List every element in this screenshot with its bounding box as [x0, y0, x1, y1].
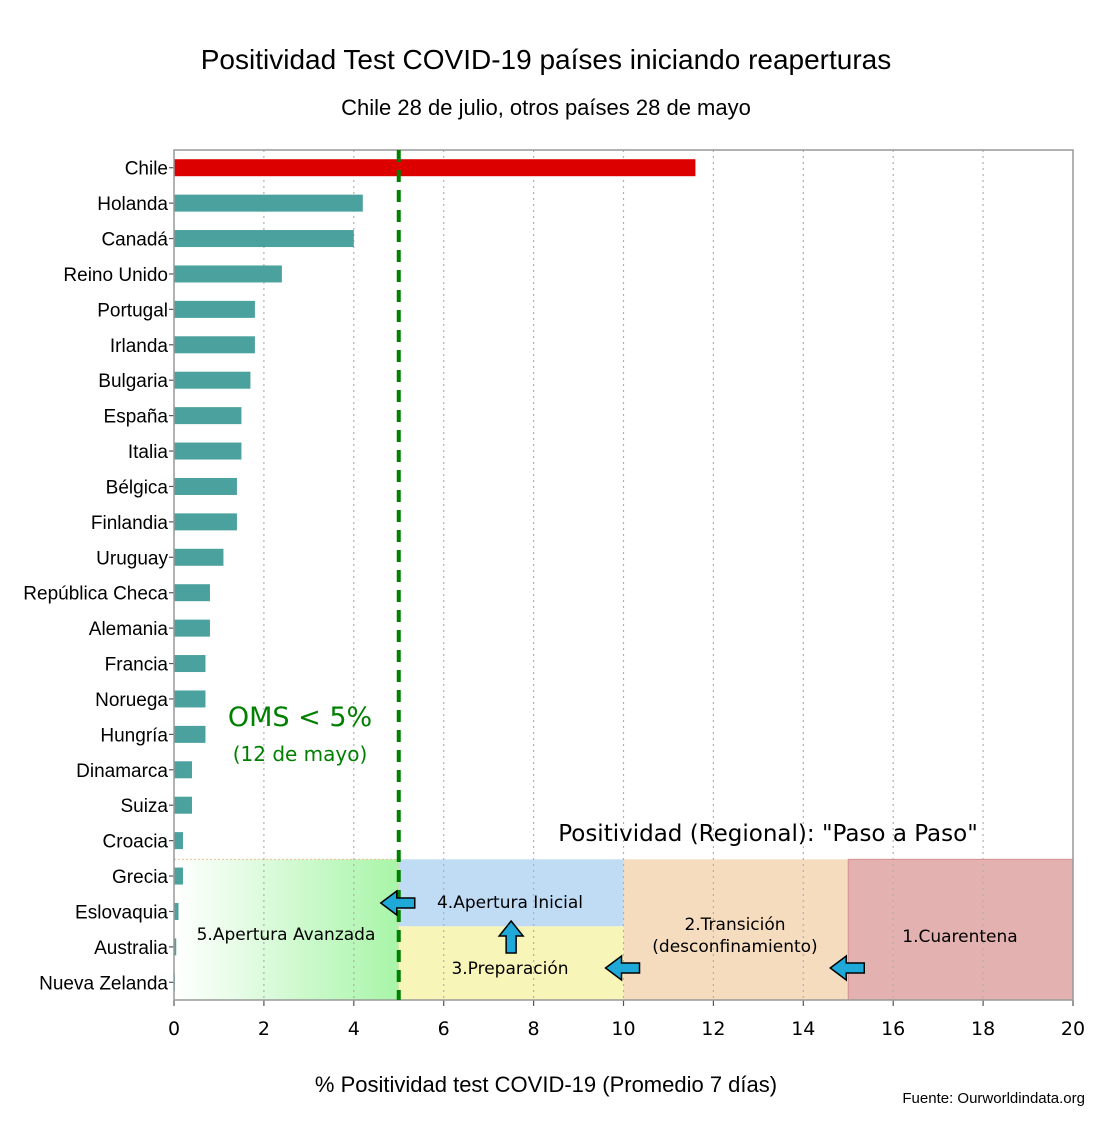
bar: [174, 832, 183, 850]
bar: [174, 902, 179, 920]
bar: [174, 194, 363, 212]
bar: [174, 159, 696, 177]
category-labels: Chile Holanda Canadá Reino Unido Portugal Irl…: [23, 159, 174, 994]
x-tick-label: 2: [258, 1018, 270, 1040]
phase-1-label: 1.Cuarentena: [902, 927, 1017, 947]
phase-3-label: 3.Preparación: [451, 959, 568, 979]
category-label: Eslovaquia: [75, 902, 168, 923]
phase-4-region: [398, 859, 624, 927]
category-label: Francia: [105, 655, 169, 676]
arrow-up-icon: [497, 919, 525, 954]
category-label: República Checa: [23, 584, 168, 605]
chart-title: Positividad Test COVID-19 países inician…: [201, 44, 892, 75]
x-tick-label: 4: [348, 1018, 360, 1040]
category-label: Finlandia: [91, 513, 169, 534]
x-axis-label: % Positividad test COVID-19 (Promedio 7 …: [315, 1072, 777, 1097]
category-label: Holanda: [97, 194, 168, 215]
bar: [174, 442, 242, 460]
category-label: Reino Unido: [63, 265, 168, 286]
category-label: Chile: [125, 159, 168, 180]
category-label: Italia: [128, 442, 169, 463]
bar: [174, 655, 206, 673]
bar: [174, 796, 192, 814]
x-tick-label: 8: [528, 1018, 540, 1040]
source-note: Fuente: Ourworldindata.org: [902, 1090, 1085, 1107]
bar: [174, 336, 255, 354]
category-label: Hungría: [100, 725, 168, 746]
bar: [174, 407, 242, 425]
phase-4-label: 4.Apertura Inicial: [437, 893, 583, 913]
bar: [174, 690, 206, 708]
phase-2-region: [623, 859, 849, 1000]
bar: [174, 619, 210, 637]
category-label: Canadá: [101, 230, 168, 251]
threshold-label: OMS < 5%: [228, 702, 372, 733]
phase-2-label: 2.Transición: [684, 915, 785, 935]
bars: [174, 159, 696, 991]
bar: [174, 265, 282, 283]
phase-regions: [173, 858, 1074, 1001]
x-tick-labels: 0 2 4 6 8 10 12 14 16 18 20: [168, 1000, 1085, 1040]
bar: [174, 300, 255, 318]
bar: [174, 513, 237, 531]
category-label: Noruega: [95, 690, 168, 711]
bar: [174, 477, 237, 495]
category-label: España: [104, 407, 169, 428]
x-tick-label: 12: [701, 1018, 725, 1040]
category-label: Australia: [94, 938, 168, 959]
category-label: Grecia: [112, 867, 168, 888]
grid-lines: [263, 150, 984, 1000]
category-label: Uruguay: [96, 548, 168, 569]
x-tick-label: 20: [1061, 1018, 1085, 1040]
regional-title: Positividad (Regional): "Paso a Paso": [558, 821, 978, 847]
category-label: Nueva Zelanda: [39, 973, 168, 994]
bar: [174, 371, 251, 389]
bar: [174, 725, 206, 743]
phase-5-label: 5.Apertura Avanzada: [197, 925, 376, 945]
category-label: Bulgaria: [98, 371, 168, 392]
phase-1-region: [847, 858, 1074, 1001]
arrow-left-icon: [379, 889, 416, 917]
category-label: Dinamarca: [76, 761, 168, 782]
bar: [174, 584, 210, 602]
x-tick-label: 10: [611, 1018, 635, 1040]
x-tick-label: 18: [971, 1018, 995, 1040]
x-tick-label: 0: [168, 1018, 180, 1040]
category-label: Irlanda: [110, 336, 169, 357]
bar: [174, 938, 177, 956]
phase-2-label-line2: (desconfinamiento): [652, 937, 817, 957]
category-label: Croacia: [103, 832, 169, 853]
bar: [174, 548, 224, 566]
bar: [174, 230, 354, 248]
plot-frame: [173, 149, 1074, 1001]
category-label: Portugal: [97, 300, 168, 321]
arrow-left-icon: [604, 954, 641, 982]
phase-arrows: [379, 889, 866, 982]
x-tick-label: 14: [791, 1018, 815, 1040]
x-tick-label: 16: [881, 1018, 905, 1040]
x-tick-label: 6: [438, 1018, 450, 1040]
category-label: Bélgica: [106, 477, 169, 498]
arrow-left-icon: [829, 954, 866, 982]
category-label: Suiza: [120, 796, 168, 817]
category-label: Alemania: [89, 619, 169, 640]
phase-5-region: [173, 858, 400, 1001]
bar: [174, 761, 192, 779]
bar: [174, 867, 183, 885]
threshold-sublabel: (12 de mayo): [233, 742, 368, 766]
chart-subtitle: Chile 28 de julio, otros países 28 de ma…: [341, 95, 751, 120]
